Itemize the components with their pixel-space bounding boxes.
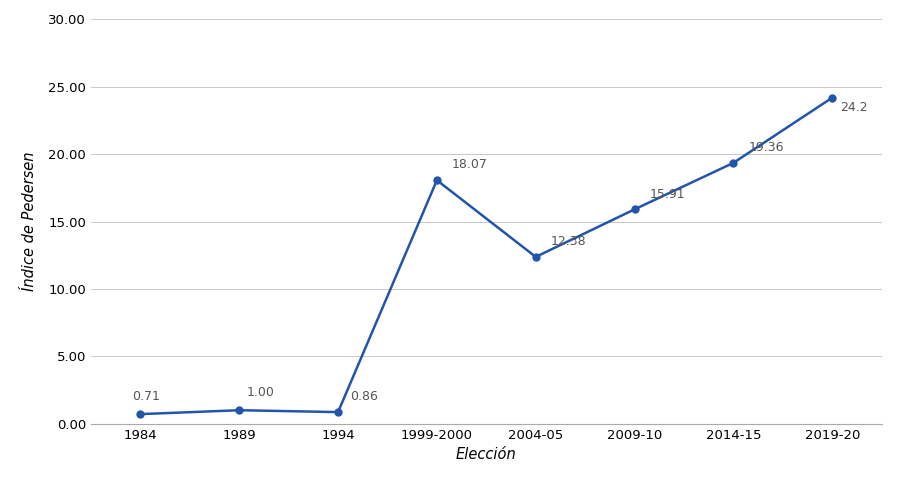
Y-axis label: Índice de Pedersen: Índice de Pedersen xyxy=(22,152,37,291)
Text: 12.38: 12.38 xyxy=(551,235,586,248)
Text: 18.07: 18.07 xyxy=(452,158,487,171)
X-axis label: Elección: Elección xyxy=(456,447,516,462)
Text: 24.2: 24.2 xyxy=(840,101,868,114)
Text: 0.86: 0.86 xyxy=(350,390,378,403)
Text: 1.00: 1.00 xyxy=(247,386,275,399)
Text: 19.36: 19.36 xyxy=(748,141,784,154)
Text: 0.71: 0.71 xyxy=(133,390,160,403)
Text: 15.91: 15.91 xyxy=(649,187,685,201)
